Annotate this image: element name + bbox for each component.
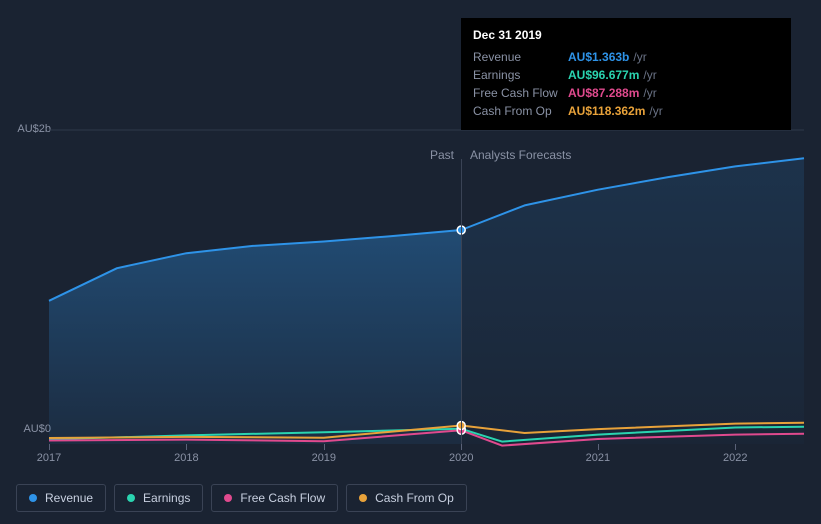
chart-tooltip: Dec 31 2019 RevenueAU$1.363b/yrEarningsA…	[461, 18, 791, 130]
legend-label: Free Cash Flow	[240, 491, 325, 505]
x-tick	[49, 444, 50, 450]
chart-plot[interactable]	[49, 130, 804, 444]
x-axis-label: 2017	[37, 452, 61, 464]
tooltip-metric-value: AU$1.363b	[568, 48, 629, 66]
tooltip-metric-unit: /yr	[643, 84, 656, 102]
x-axis-label: 2020	[449, 452, 473, 464]
tooltip-metric-value: AU$87.288m	[568, 84, 639, 102]
x-tick	[461, 444, 462, 450]
legend-item[interactable]: Revenue	[16, 484, 106, 512]
tooltip-row: Free Cash FlowAU$87.288m/yr	[473, 84, 779, 102]
legend-item[interactable]: Free Cash Flow	[211, 484, 338, 512]
tooltip-metric-label: Revenue	[473, 48, 568, 66]
x-tick	[186, 444, 187, 450]
tooltip-row: Cash From OpAU$118.362m/yr	[473, 102, 779, 120]
tooltip-metric-value: AU$96.677m	[568, 66, 639, 84]
tooltip-metric-unit: /yr	[643, 66, 656, 84]
x-tick	[598, 444, 599, 450]
tooltip-row: EarningsAU$96.677m/yr	[473, 66, 779, 84]
tooltip-metric-label: Free Cash Flow	[473, 84, 568, 102]
legend-dot-icon	[127, 494, 135, 502]
x-axis: 201720182019202020212022	[49, 444, 804, 474]
x-axis-label: 2019	[312, 452, 336, 464]
y-axis-label-bottom: AU$0	[6, 423, 51, 435]
legend-item[interactable]: Earnings	[114, 484, 203, 512]
x-tick	[735, 444, 736, 450]
x-axis-label: 2018	[174, 452, 198, 464]
x-axis-label: 2021	[586, 452, 610, 464]
x-axis-label: 2022	[723, 452, 747, 464]
legend-label: Cash From Op	[375, 491, 454, 505]
legend-dot-icon	[29, 494, 37, 502]
legend-dot-icon	[224, 494, 232, 502]
legend-label: Revenue	[45, 491, 93, 505]
legend-item[interactable]: Cash From Op	[346, 484, 467, 512]
legend-label: Earnings	[143, 491, 190, 505]
tooltip-metric-label: Cash From Op	[473, 102, 568, 120]
financial-history-chart: AU$2b AU$0 Past Analysts Forecasts 20172…	[0, 0, 821, 524]
y-axis-label-top: AU$2b	[6, 123, 51, 135]
x-tick	[324, 444, 325, 450]
legend-dot-icon	[359, 494, 367, 502]
chart-legend: Revenue Earnings Free Cash Flow Cash From O…	[16, 484, 467, 512]
tooltip-metric-unit: /yr	[633, 48, 646, 66]
tooltip-date: Dec 31 2019	[473, 28, 779, 42]
tooltip-row: RevenueAU$1.363b/yr	[473, 48, 779, 66]
tooltip-metric-value: AU$118.362m	[568, 102, 645, 120]
tooltip-metric-unit: /yr	[649, 102, 662, 120]
past-forecast-divider	[461, 159, 462, 444]
tooltip-metric-label: Earnings	[473, 66, 568, 84]
